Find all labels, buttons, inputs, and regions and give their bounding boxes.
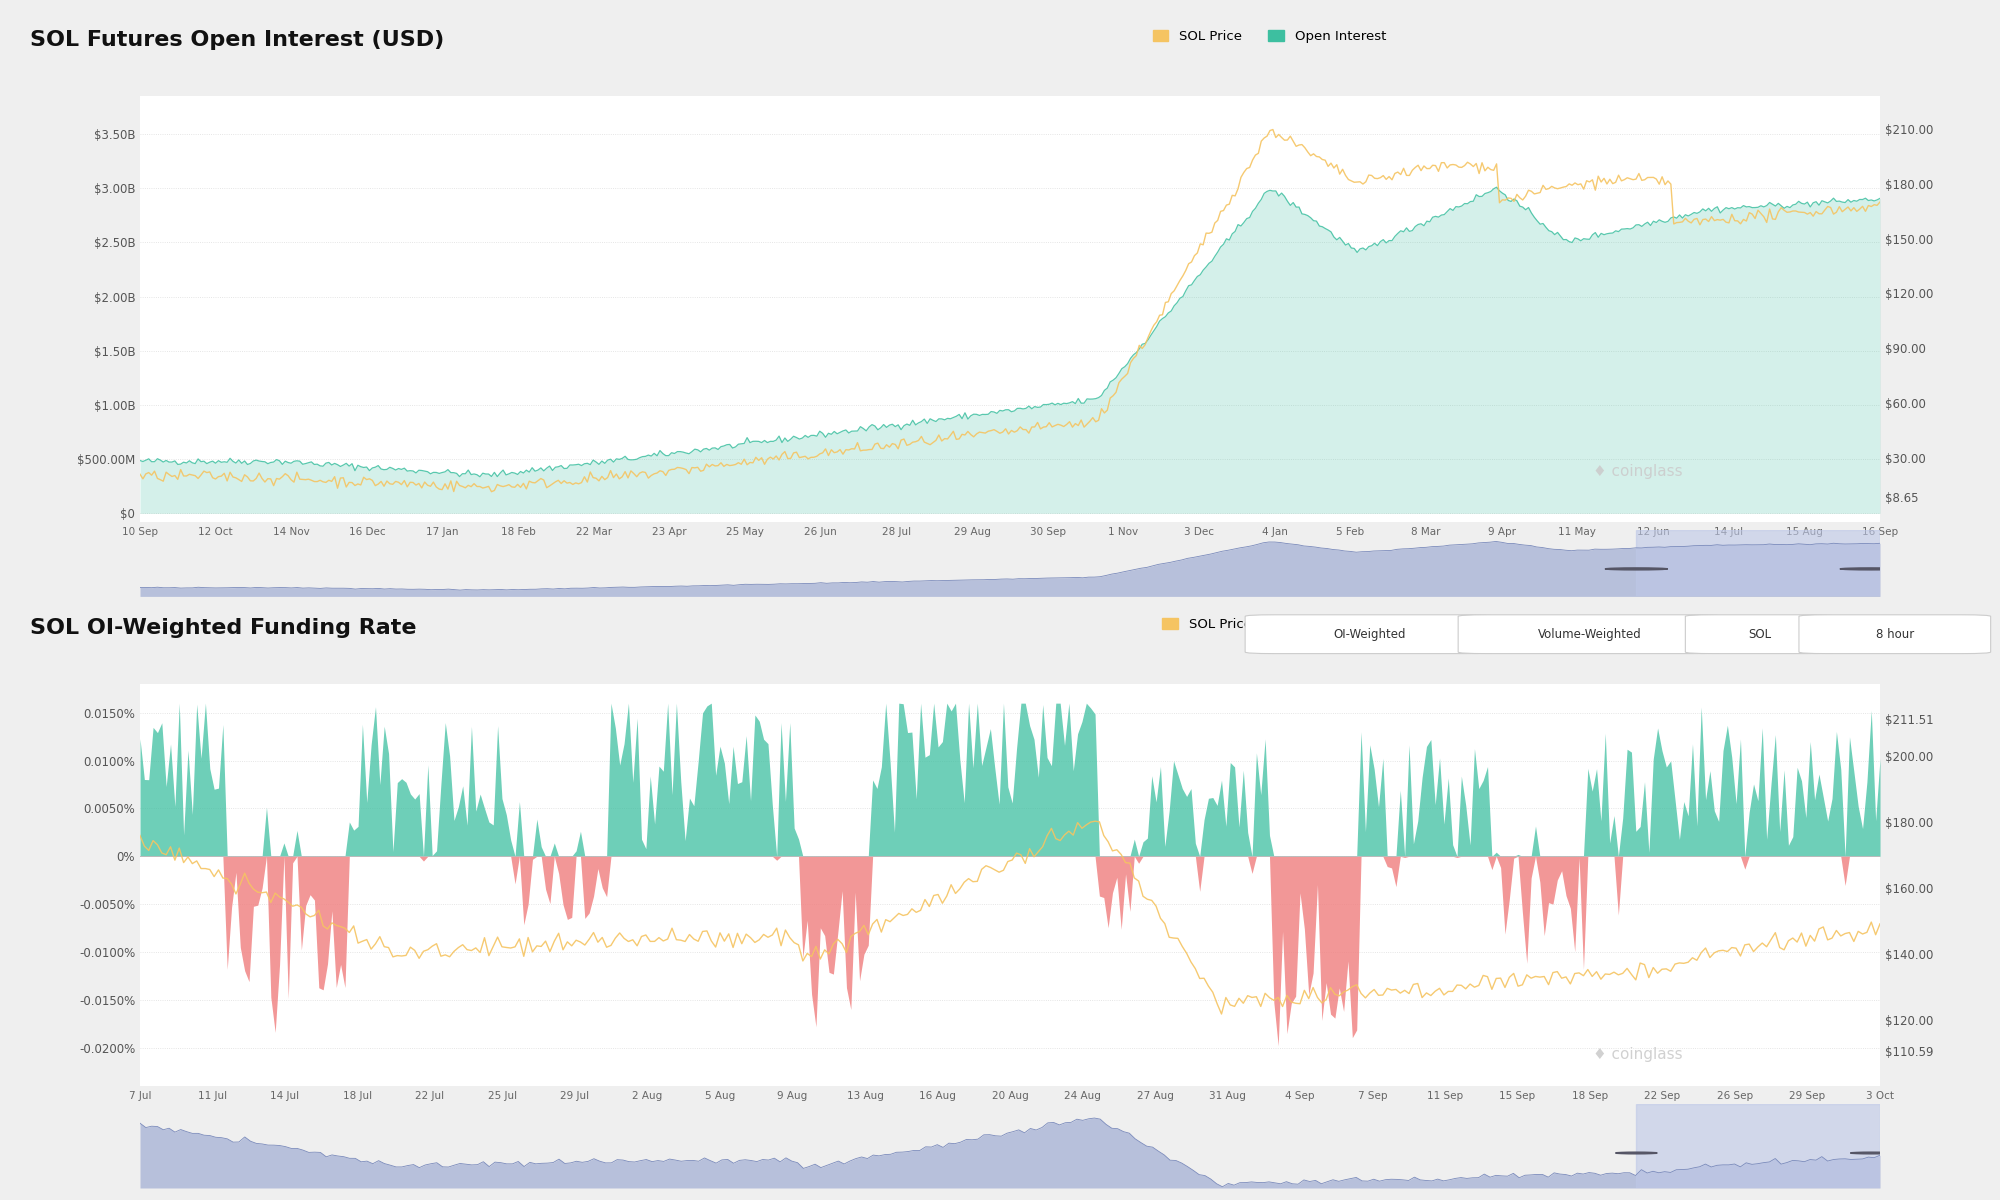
- Text: OI-Weighted: OI-Weighted: [1334, 628, 1406, 641]
- Circle shape: [1616, 1152, 1658, 1154]
- FancyBboxPatch shape: [1686, 614, 1834, 654]
- Text: 8 hour: 8 hour: [1876, 628, 1914, 641]
- Text: Volume-Weighted: Volume-Weighted: [1538, 628, 1642, 641]
- FancyBboxPatch shape: [1458, 614, 1720, 654]
- Circle shape: [1850, 1152, 1892, 1154]
- Text: SOL OI-Weighted Funding Rate: SOL OI-Weighted Funding Rate: [30, 618, 416, 638]
- Text: SOL Futures Open Interest (USD): SOL Futures Open Interest (USD): [30, 30, 444, 50]
- FancyBboxPatch shape: [1246, 614, 1494, 654]
- Text: ♦ coinglass: ♦ coinglass: [1592, 1046, 1682, 1062]
- Bar: [1636, 530, 1880, 596]
- Circle shape: [1840, 568, 1902, 570]
- Bar: [1636, 1104, 1880, 1188]
- Text: ♦ coinglass: ♦ coinglass: [1592, 464, 1682, 480]
- Legend: SOL Price, Open Interest: SOL Price, Open Interest: [1152, 30, 1386, 43]
- FancyBboxPatch shape: [1798, 614, 1990, 654]
- Legend: SOL Price, OI-Weighted: SOL Price, OI-Weighted: [1162, 618, 1386, 631]
- Text: SOL: SOL: [1748, 628, 1772, 641]
- Circle shape: [1606, 568, 1668, 570]
